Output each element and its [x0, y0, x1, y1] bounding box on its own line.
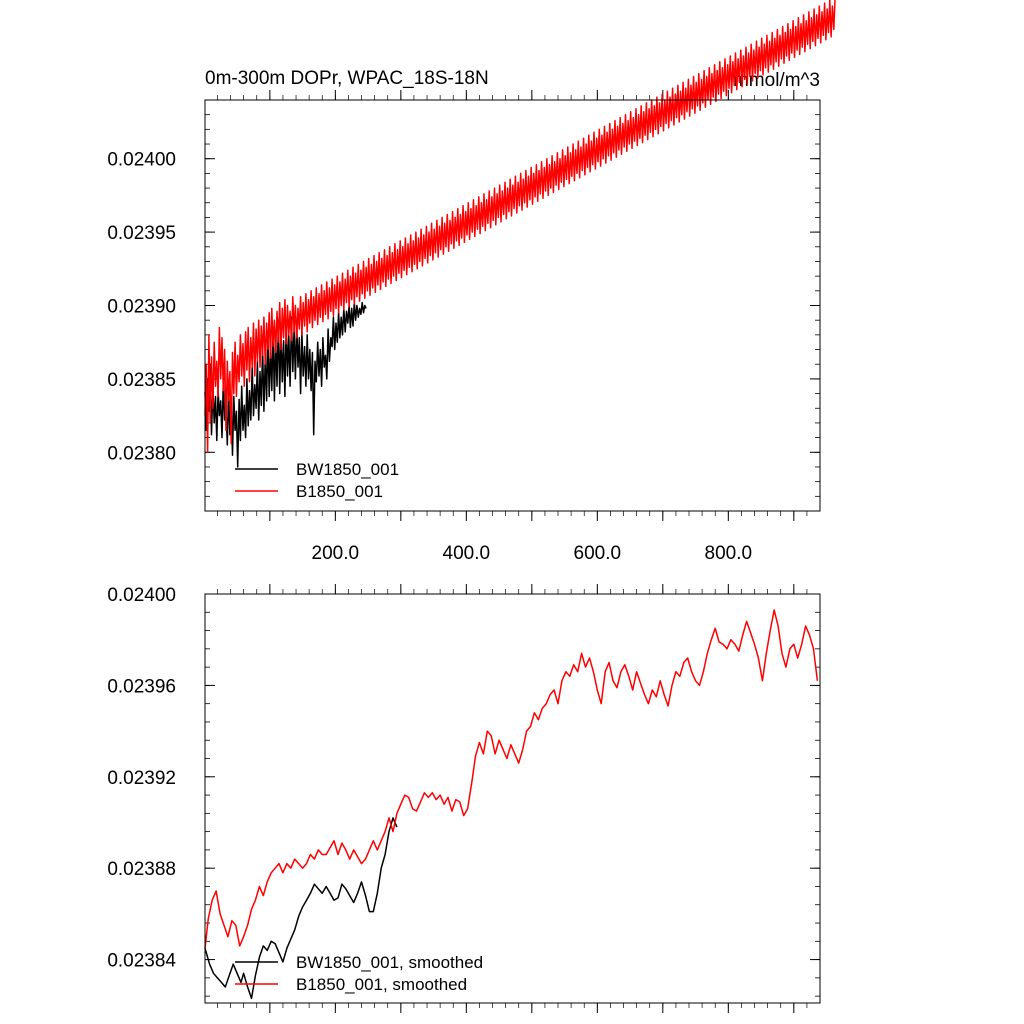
y-tick-label: 0.02396 [107, 676, 176, 697]
y-tick-label: 0.02400 [107, 150, 176, 171]
plot-frame [204, 99, 821, 512]
top-panel: 0m-300m DOPr, WPAC_18S-18N mmol/m^3 0.02… [107, 0, 836, 564]
y-tick-label: 0.02384 [107, 951, 176, 972]
y-tick-label: 0.02385 [107, 370, 176, 391]
x-tick-label: 800.0 [705, 543, 753, 564]
y-tick-label: 0.02395 [107, 223, 176, 244]
series-line-b1850-001 [204, 0, 836, 454]
plot-frame [204, 593, 821, 1004]
units-label: mmol/m^3 [733, 70, 820, 91]
legend-label-bw1850-smoothed: BW1850_001, smoothed [296, 953, 483, 972]
bottom-panel: 0.02384 0.02388 0.02392 0.02396 0.02400 BW18… [107, 584, 821, 1013]
legend-label-b1850-smoothed: B1850_001, smoothed [296, 975, 467, 994]
ticks: 0.02380 0.02385 0.02390 0.02395 0.02400 200.0… [107, 90, 820, 564]
ticks: 0.02384 0.02388 0.02392 0.02396 0.02400 [107, 584, 820, 1013]
series-line-b1850-001-smoothed [204, 609, 819, 949]
series-lines [204, 0, 836, 468]
legend-label-bw1850: BW1850_001 [296, 460, 399, 479]
series-line-bw1850-001-smoothed [204, 817, 398, 1000]
y-tick-label: 0.02392 [107, 768, 176, 789]
legend: BW1850_001 B1850_001 [235, 460, 399, 501]
x-tick-label: 200.0 [312, 543, 360, 564]
x-tick-label: 600.0 [574, 543, 622, 564]
y-tick-label: 0.02380 [107, 443, 176, 464]
x-tick-label: 400.0 [443, 543, 491, 564]
legend-label-b1850: B1850_001 [296, 482, 383, 501]
chart-title: 0m-300m DOPr, WPAC_18S-18N [205, 68, 489, 89]
y-tick-label: 0.02400 [107, 585, 176, 606]
y-tick-label: 0.02390 [107, 297, 176, 318]
series-lines [204, 609, 819, 1000]
y-tick-label: 0.02388 [107, 859, 176, 880]
legend: BW1850_001, smoothed B1850_001, smoothed [235, 953, 483, 994]
